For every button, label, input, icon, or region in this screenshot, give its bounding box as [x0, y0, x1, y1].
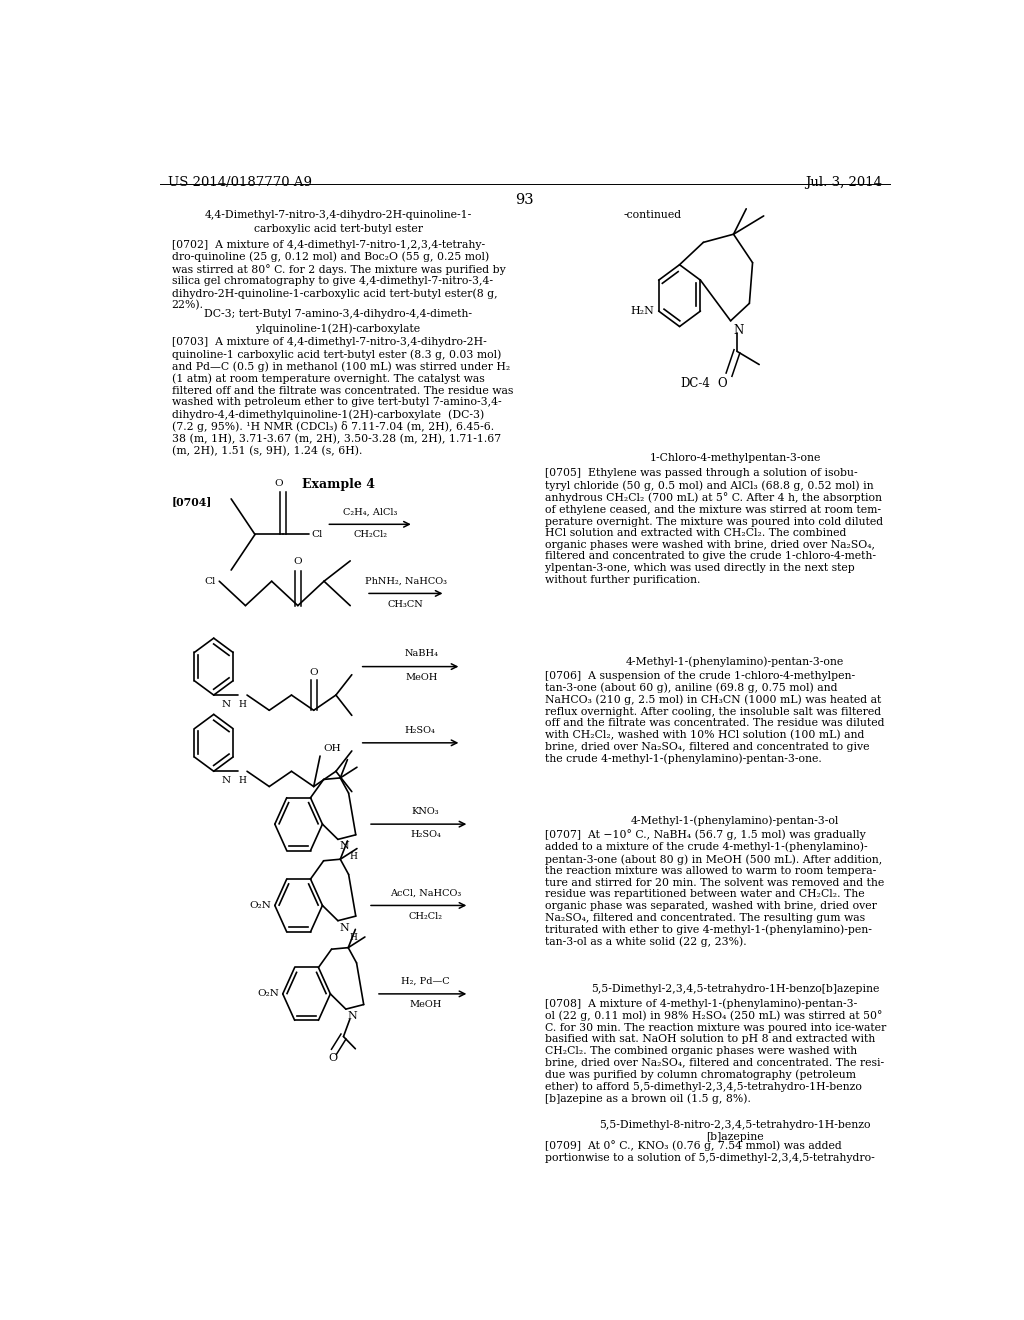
Text: [0707]  At −10° C., NaBH₄ (56.7 g, 1.5 mol) was gradually
added to a mixture of : [0707] At −10° C., NaBH₄ (56.7 g, 1.5 mo…	[545, 829, 884, 948]
Text: H: H	[239, 700, 246, 709]
Text: DC-3; tert-Butyl 7-amino-3,4-dihydro-4,4-dimeth-: DC-3; tert-Butyl 7-amino-3,4-dihydro-4,4…	[205, 309, 472, 319]
Text: O: O	[328, 1053, 337, 1064]
Text: US 2014/0187770 A9: US 2014/0187770 A9	[168, 176, 311, 189]
Text: carboxylic acid tert-butyl ester: carboxylic acid tert-butyl ester	[254, 224, 423, 235]
Text: 4-Methyl-1-(phenylamino)-pentan-3-one: 4-Methyl-1-(phenylamino)-pentan-3-one	[626, 656, 844, 667]
Text: Cl: Cl	[205, 577, 216, 586]
Text: [0703]  A mixture of 4,4-dimethyl-7-nitro-3,4-dihydro-2H-
quinoline-1 carboxylic: [0703] A mixture of 4,4-dimethyl-7-nitro…	[172, 338, 513, 457]
Text: N: N	[221, 700, 230, 709]
Text: [0709]  At 0° C., KNO₃ (0.76 g, 7.54 mmol) was added
portionwise to a solution o: [0709] At 0° C., KNO₃ (0.76 g, 7.54 mmol…	[545, 1140, 874, 1163]
Text: Example 4: Example 4	[302, 478, 375, 491]
Text: O₂N: O₂N	[257, 990, 279, 998]
Text: O: O	[274, 479, 283, 487]
Text: CH₂Cl₂: CH₂Cl₂	[353, 531, 387, 540]
Text: H₂SO₄: H₂SO₄	[404, 726, 435, 735]
Text: C₂H₄, AlCl₃: C₂H₄, AlCl₃	[343, 507, 397, 516]
Text: AcCl, NaHCO₃: AcCl, NaHCO₃	[390, 888, 461, 898]
Text: N: N	[221, 776, 230, 785]
Text: OH: OH	[324, 744, 341, 752]
Text: NaBH₄: NaBH₄	[404, 649, 438, 659]
Text: N: N	[347, 1011, 357, 1022]
Text: MeOH: MeOH	[410, 1001, 441, 1008]
Text: H₂, Pd—C: H₂, Pd—C	[401, 977, 450, 986]
Text: Jul. 3, 2014: Jul. 3, 2014	[805, 176, 882, 189]
Text: 5,5-Dimethyl-2,3,4,5-tetrahydro-1H-benzo[b]azepine: 5,5-Dimethyl-2,3,4,5-tetrahydro-1H-benzo…	[591, 983, 880, 994]
Text: H: H	[239, 776, 246, 785]
Text: H₂SO₄: H₂SO₄	[411, 830, 441, 840]
Text: [0706]  A suspension of the crude 1-chloro-4-methylpen-
tan-3-one (about 60 g), : [0706] A suspension of the crude 1-chlor…	[545, 671, 884, 764]
Text: ylquinoline-1(2H)-carboxylate: ylquinoline-1(2H)-carboxylate	[256, 323, 421, 334]
Text: 5,5-Dimethyl-8-nitro-2,3,4,5-tetrahydro-1H-benzo
[b]azepine: 5,5-Dimethyl-8-nitro-2,3,4,5-tetrahydro-…	[599, 1119, 870, 1142]
Text: [0705]  Ethylene was passed through a solution of isobu-
tyryl chloride (50 g, 0: [0705] Ethylene was passed through a sol…	[545, 469, 883, 585]
Text: [0708]  A mixture of 4-methyl-1-(phenylamino)-pentan-3-
ol (22 g, 0.11 mol) in 9: [0708] A mixture of 4-methyl-1-(phenylam…	[545, 998, 886, 1105]
Text: O₂N: O₂N	[249, 902, 270, 909]
Text: O: O	[294, 557, 302, 566]
Text: H: H	[349, 851, 357, 861]
Text: 1-Chloro-4-methylpentan-3-one: 1-Chloro-4-methylpentan-3-one	[649, 453, 821, 463]
Text: CH₃CN: CH₃CN	[388, 599, 424, 609]
Text: CH₂Cl₂: CH₂Cl₂	[409, 912, 442, 920]
Text: Cl: Cl	[311, 529, 323, 539]
Text: KNO₃: KNO₃	[412, 807, 439, 816]
Text: H₂N: H₂N	[630, 306, 654, 315]
Text: N: N	[340, 841, 349, 851]
Text: N: N	[733, 323, 743, 337]
Text: MeOH: MeOH	[406, 673, 438, 681]
Text: 4-Methyl-1-(phenylamino)-pentan-3-ol: 4-Methyl-1-(phenylamino)-pentan-3-ol	[631, 814, 840, 825]
Text: N: N	[340, 923, 349, 933]
Text: 93: 93	[515, 193, 535, 207]
Text: DC-4: DC-4	[681, 378, 711, 389]
Text: [0704]: [0704]	[172, 496, 212, 507]
Text: -continued: -continued	[624, 210, 682, 220]
Text: H: H	[349, 933, 357, 942]
Text: O: O	[718, 376, 727, 389]
Text: PhNH₂, NaHCO₃: PhNH₂, NaHCO₃	[365, 577, 446, 585]
Text: O: O	[309, 668, 318, 677]
Text: [0702]  A mixture of 4,4-dimethyl-7-nitro-1,2,3,4-tetrahy-
dro-quinoline (25 g, : [0702] A mixture of 4,4-dimethyl-7-nitro…	[172, 240, 506, 310]
Text: 4,4-Dimethyl-7-nitro-3,4-dihydro-2H-quinoline-1-: 4,4-Dimethyl-7-nitro-3,4-dihydro-2H-quin…	[205, 210, 472, 220]
